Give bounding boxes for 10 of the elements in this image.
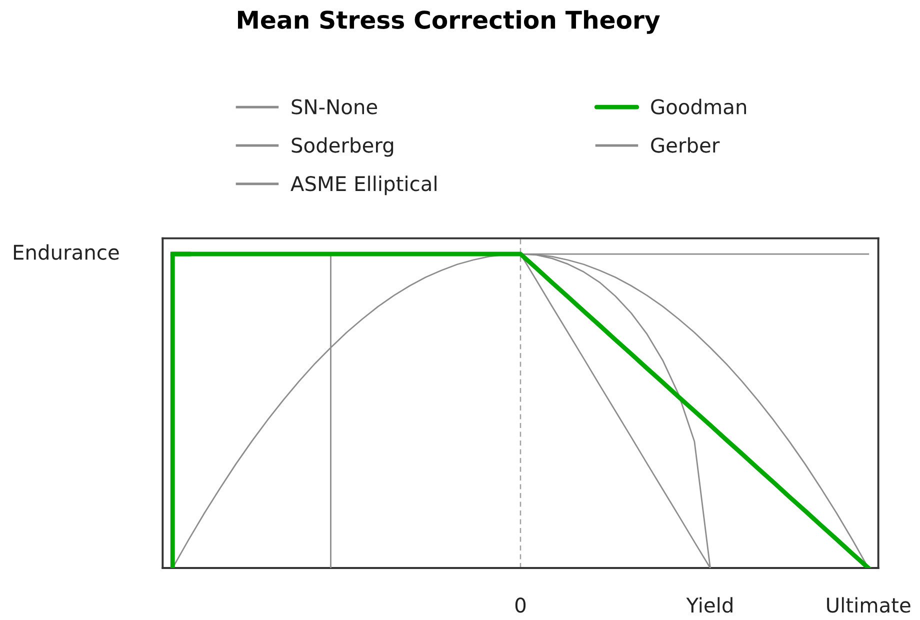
legend-label: SN-None (292, 99, 378, 114)
x-tick-label: Ultimate (827, 597, 910, 613)
x-tick-label: 0 (515, 598, 526, 613)
y-axis-title: Endurance (14, 244, 119, 260)
x-tick-label: Yield (686, 597, 732, 613)
legend-label: ASME Elliptical (290, 176, 436, 196)
legend-label: Gerber (651, 137, 720, 153)
legend-label: Soderberg (292, 137, 394, 157)
chart-title: Mean Stress Correction Theory (238, 10, 660, 34)
legend-label: Goodman (651, 98, 746, 114)
